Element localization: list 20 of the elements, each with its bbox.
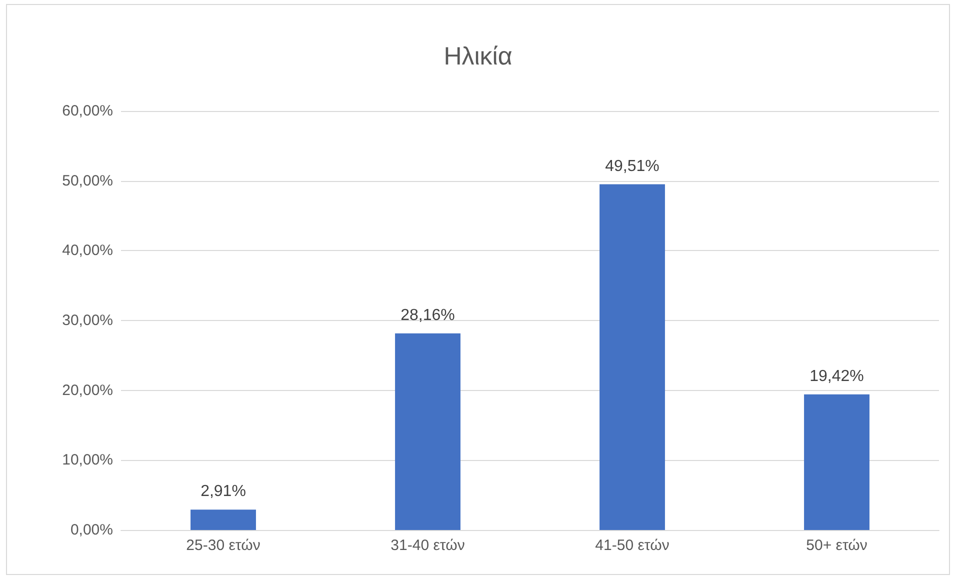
data-label: 19,42% [810,368,864,385]
data-label: 49,51% [605,158,660,175]
chart-title: Ηλικία [444,42,512,70]
y-tick-label: 0,00% [70,522,113,538]
y-tick-label: 20,00% [62,382,113,399]
bar [804,394,870,530]
x-tick-label: 31-40 ετών [390,537,465,554]
bar [600,184,665,530]
y-tick-label: 40,00% [62,242,113,260]
bar [395,333,460,530]
data-label: 28,16% [400,306,455,324]
y-tick-label: 10,00% [62,452,113,469]
y-tick-label: 50,00% [62,172,113,190]
x-tick-label: 25-30 ετών [186,537,260,554]
y-tick-label: 30,00% [62,312,113,329]
bar [190,510,256,530]
x-tick-label: 41-50 ετών [595,537,670,554]
x-tick-label: 50+ ετών [806,537,868,554]
data-label: 2,91% [200,483,246,500]
y-tick-label: 60,00% [62,102,113,120]
